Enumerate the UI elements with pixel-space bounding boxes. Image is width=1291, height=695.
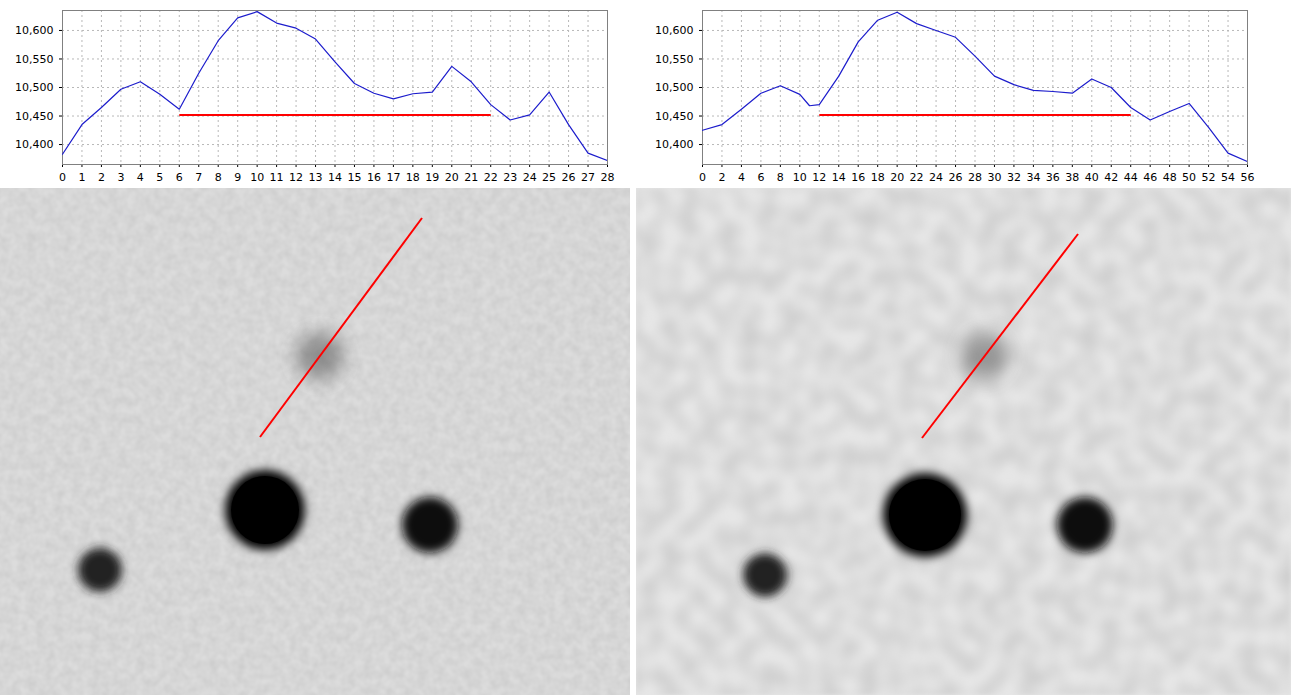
svg-text:7: 7 [195, 171, 202, 184]
svg-text:30: 30 [987, 171, 1001, 184]
svg-text:28: 28 [601, 171, 615, 184]
svg-text:10,550: 10,550 [15, 53, 54, 66]
svg-text:2: 2 [718, 171, 725, 184]
svg-text:2: 2 [98, 171, 105, 184]
svg-text:12: 12 [812, 171, 826, 184]
svg-text:8: 8 [215, 171, 222, 184]
svg-text:6: 6 [176, 171, 183, 184]
svg-text:10,500: 10,500 [655, 81, 694, 94]
svg-text:17: 17 [386, 171, 400, 184]
svg-text:1: 1 [78, 171, 85, 184]
svg-text:16: 16 [367, 171, 381, 184]
svg-text:22: 22 [910, 171, 924, 184]
svg-text:12: 12 [289, 171, 303, 184]
svg-text:56: 56 [1241, 171, 1255, 184]
svg-text:48: 48 [1163, 171, 1177, 184]
svg-text:42: 42 [1104, 171, 1118, 184]
svg-text:14: 14 [832, 171, 846, 184]
svg-text:13: 13 [309, 171, 323, 184]
svg-text:24: 24 [929, 171, 943, 184]
svg-text:19: 19 [425, 171, 439, 184]
svg-text:10,500: 10,500 [15, 81, 54, 94]
svg-text:4: 4 [137, 171, 144, 184]
svg-text:8: 8 [777, 171, 784, 184]
svg-text:0: 0 [59, 171, 66, 184]
svg-text:10,600: 10,600 [655, 24, 694, 37]
svg-text:10,450: 10,450 [655, 110, 694, 123]
svg-text:38: 38 [1065, 171, 1079, 184]
svg-text:26: 26 [562, 171, 576, 184]
svg-text:26: 26 [949, 171, 963, 184]
svg-text:44: 44 [1124, 171, 1138, 184]
svg-text:36: 36 [1046, 171, 1060, 184]
svg-text:22: 22 [484, 171, 498, 184]
svg-text:10,600: 10,600 [15, 24, 54, 37]
svg-text:10,450: 10,450 [15, 110, 54, 123]
svg-text:21: 21 [464, 171, 478, 184]
svg-text:6: 6 [757, 171, 764, 184]
svg-text:10: 10 [793, 171, 807, 184]
svg-text:24: 24 [523, 171, 537, 184]
svg-text:14: 14 [328, 171, 342, 184]
svg-text:4: 4 [738, 171, 745, 184]
svg-text:46: 46 [1143, 171, 1157, 184]
svg-text:27: 27 [581, 171, 595, 184]
svg-text:54: 54 [1221, 171, 1235, 184]
svg-text:18: 18 [871, 171, 885, 184]
svg-text:15: 15 [347, 171, 361, 184]
svg-text:20: 20 [445, 171, 459, 184]
svg-text:18: 18 [406, 171, 420, 184]
svg-text:5: 5 [156, 171, 163, 184]
svg-text:40: 40 [1085, 171, 1099, 184]
svg-text:34: 34 [1026, 171, 1040, 184]
svg-text:20: 20 [890, 171, 904, 184]
svg-text:0: 0 [699, 171, 706, 184]
svg-text:25: 25 [542, 171, 556, 184]
svg-text:10: 10 [250, 171, 264, 184]
svg-text:28: 28 [968, 171, 982, 184]
svg-text:50: 50 [1182, 171, 1196, 184]
svg-text:10,400: 10,400 [655, 138, 694, 151]
svg-text:3: 3 [117, 171, 124, 184]
svg-text:9: 9 [234, 171, 241, 184]
svg-text:23: 23 [503, 171, 517, 184]
svg-text:16: 16 [851, 171, 865, 184]
svg-text:52: 52 [1202, 171, 1216, 184]
svg-text:10,400: 10,400 [15, 138, 54, 151]
svg-text:10,550: 10,550 [655, 53, 694, 66]
svg-text:32: 32 [1007, 171, 1021, 184]
svg-text:11: 11 [270, 171, 284, 184]
